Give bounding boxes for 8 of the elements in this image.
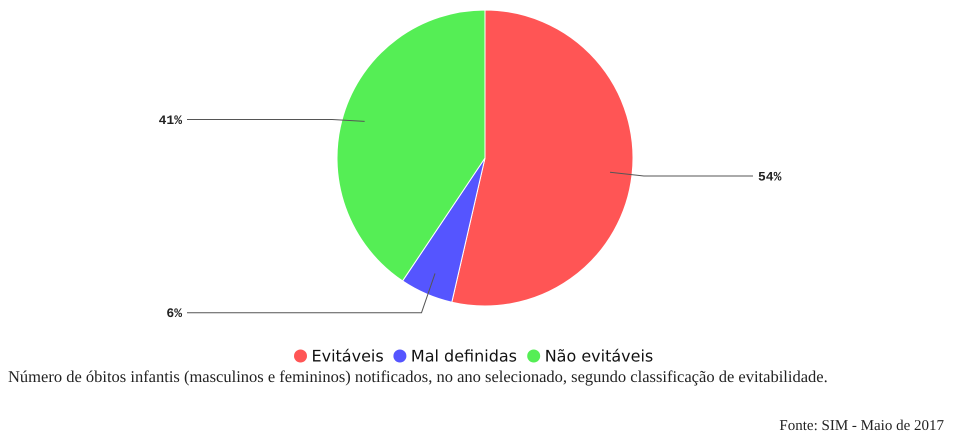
legend-label: Mal definidas (410, 346, 518, 366)
data-label: 41% (158, 113, 182, 128)
source-note: Fonte: SIM - Maio de 2017 (779, 418, 944, 434)
legend-label: Não evitáveis (544, 346, 654, 366)
data-label: 54% (758, 170, 782, 185)
text: Número de óbitos infantis (masculinos e femininos) notificados, no ano selecionado, segundo classificação de evitabilidade. (8, 367, 829, 386)
legend-label: Evitáveis (312, 346, 384, 366)
data-label: 6% (166, 306, 182, 322)
